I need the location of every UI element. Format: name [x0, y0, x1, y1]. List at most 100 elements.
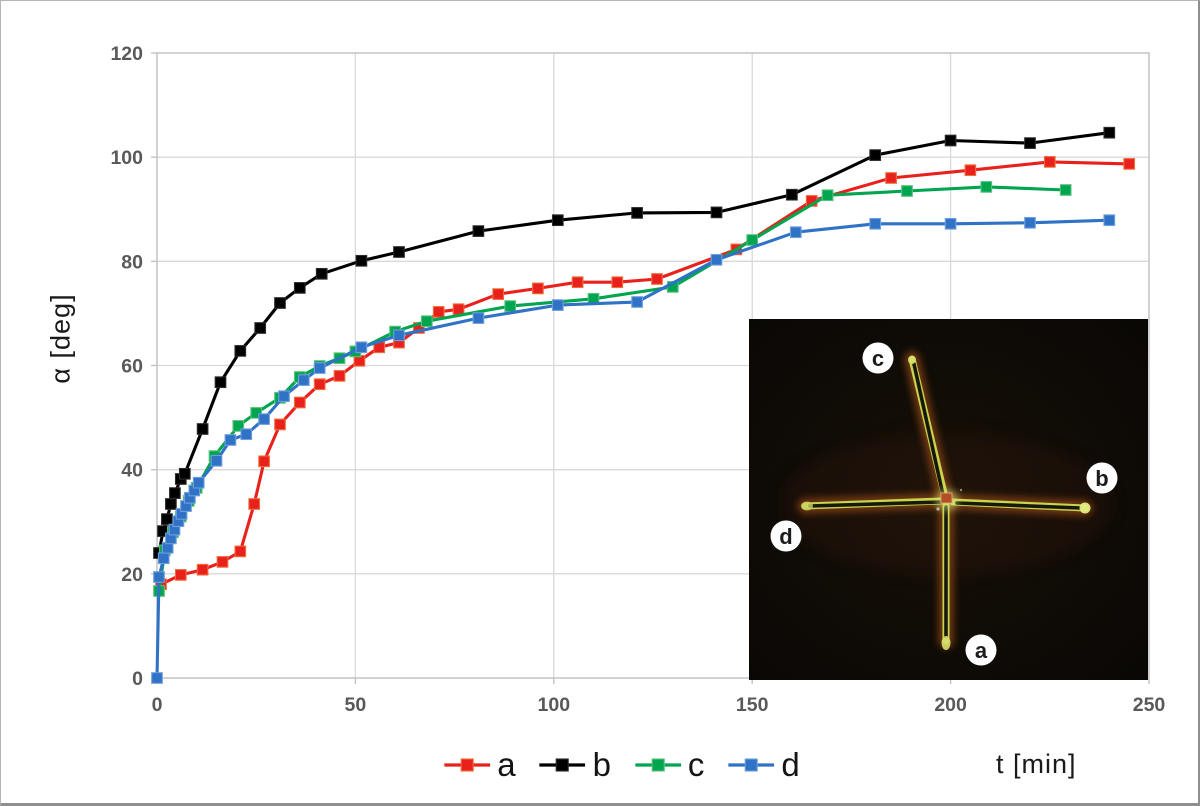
y-tick-label: 0: [132, 668, 143, 690]
data-point-b: [1024, 137, 1036, 149]
data-point-d: [551, 299, 564, 311]
data-point-b: [165, 498, 177, 510]
legend-marker-d: [728, 757, 775, 772]
data-point-c: [1059, 184, 1072, 196]
series-b-markers: [153, 126, 1116, 559]
label-letter: d: [779, 524, 792, 549]
microscopy-inset: c b d a: [749, 319, 1148, 680]
y-tick-label: 120: [110, 43, 143, 65]
data-point-a: [313, 378, 326, 391]
label-circle: [965, 634, 997, 666]
data-point-a: [174, 569, 187, 581]
data-point-b: [355, 254, 368, 267]
x-tick-label: 0: [152, 694, 163, 716]
inset-label-d: d: [770, 520, 802, 552]
y-tick-label: 60: [121, 356, 143, 378]
data-point-a: [293, 396, 306, 409]
legend-item-a: a: [444, 746, 516, 783]
label-letter: b: [1095, 466, 1108, 491]
data-point-d: [240, 428, 253, 441]
speck: [936, 507, 940, 511]
legend-square: [460, 757, 474, 772]
data-point-d: [710, 253, 723, 266]
data-point-a: [432, 306, 445, 318]
arm-cores: [808, 362, 1082, 639]
data-point-b: [393, 246, 405, 258]
data-point-b: [710, 206, 723, 219]
data-point-b: [551, 214, 564, 227]
label-circle: [1086, 462, 1118, 494]
data-point-a: [571, 276, 584, 289]
label-letter: a: [975, 638, 988, 663]
data-point-b: [169, 487, 181, 499]
tip-c-glow: [908, 356, 916, 364]
inset-arm-labels: c b d a: [770, 342, 1118, 666]
data-point-b: [315, 267, 328, 280]
data-point-d: [789, 226, 802, 239]
legend-square: [744, 757, 758, 772]
data-point-b: [234, 345, 247, 357]
y-tick-label: 100: [110, 147, 143, 169]
label-letter: c: [872, 346, 884, 371]
data-point-b: [178, 467, 191, 480]
data-point-b: [161, 513, 173, 525]
data-point-d: [631, 296, 643, 308]
data-point-d: [869, 217, 882, 230]
data-point-b: [274, 297, 286, 309]
data-point-b: [944, 134, 957, 147]
data-point-a: [1043, 156, 1056, 168]
x-tick-label: 250: [1133, 694, 1166, 716]
data-point-a: [1123, 158, 1136, 170]
data-point-a: [532, 282, 544, 295]
data-point-c: [901, 185, 913, 197]
x-tick-label: 100: [538, 694, 571, 716]
legend-square: [556, 757, 570, 772]
inset-label-a: a: [965, 634, 997, 666]
data-point-a: [248, 498, 261, 510]
tip-d-glow: [801, 501, 813, 511]
data-point-c: [232, 420, 245, 432]
data-point-a: [333, 370, 346, 382]
data-point-d: [944, 217, 957, 230]
data-point-d: [1024, 216, 1036, 229]
data-point-b: [254, 322, 267, 334]
legend-item-d: d: [728, 748, 800, 781]
y-tick-label: 20: [121, 564, 143, 586]
tip-a-glow: [941, 636, 951, 650]
data-point-a: [452, 303, 465, 316]
x-tick-label: 50: [345, 694, 367, 716]
data-point-d: [278, 390, 290, 403]
data-point-b: [786, 188, 798, 201]
legend-marker-b: [539, 757, 586, 772]
x-tick-label: 200: [934, 694, 967, 716]
data-point-d: [192, 476, 205, 489]
legend-item-c: c: [634, 746, 705, 783]
y-tick-label: 80: [121, 251, 143, 273]
plot-border: [156, 52, 1150, 679]
data-point-d: [1103, 214, 1116, 227]
data-point-b: [196, 423, 209, 435]
legend-label-a: a: [497, 746, 516, 783]
x-axis-label: t [min]: [996, 749, 1077, 779]
series-a-line: [159, 160, 1131, 586]
data-point-a: [885, 172, 897, 184]
data-point-a: [964, 164, 977, 177]
x-tick-label: 150: [736, 694, 769, 716]
legend-marker-a: [444, 757, 491, 772]
data-point-c: [504, 300, 517, 312]
data-point-a: [492, 288, 505, 300]
legend-label-c: c: [687, 746, 705, 783]
legend-item-b: b: [539, 748, 611, 781]
data-point-c: [980, 181, 993, 193]
y-axis-label: α [deg]: [45, 293, 76, 384]
data-point-c: [420, 315, 433, 328]
chart-legend: a b c d: [444, 748, 800, 781]
tip-b-glow: [1079, 502, 1091, 514]
data-point-b: [631, 207, 643, 219]
data-point-a: [651, 273, 663, 285]
data-point-c: [250, 407, 263, 419]
data-point-a: [258, 455, 270, 468]
data-point-a: [216, 556, 229, 568]
